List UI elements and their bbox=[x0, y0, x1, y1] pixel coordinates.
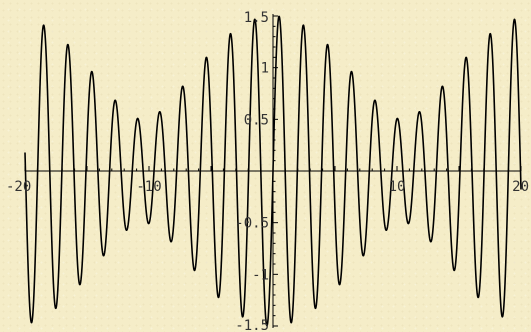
y-tick-label: 1.5 bbox=[244, 10, 269, 26]
y-tick-label: 1 bbox=[261, 61, 269, 77]
x-tick-label: 20 bbox=[512, 179, 529, 195]
y-tick-label: -0.5 bbox=[235, 216, 269, 232]
ticks-layer: -20 -10 10 20 1.5 1 0.5 -0.5 -1 -1.5 bbox=[6, 10, 529, 332]
y-tick-label: 0.5 bbox=[244, 112, 269, 128]
y-tick-label: -1 bbox=[252, 267, 269, 283]
axes-layer bbox=[25, 14, 521, 328]
y-tick-label: -1.5 bbox=[235, 318, 269, 332]
x-tick-label: -10 bbox=[136, 179, 161, 195]
x-tick-label: 10 bbox=[389, 179, 406, 195]
x-tick-label: -20 bbox=[6, 179, 31, 195]
